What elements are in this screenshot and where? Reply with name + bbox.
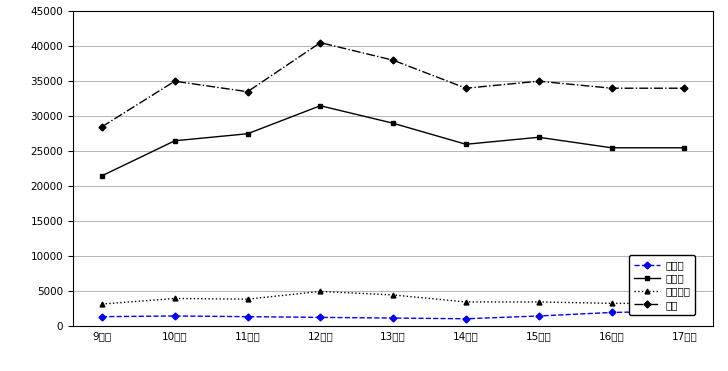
Line: 中学校: 中学校 [100,103,687,178]
高等学校 [534,300,543,304]
高等学校 [462,300,470,304]
小学校 [462,316,470,321]
合計 [462,86,470,91]
Line: 高等学校: 高等学校 [100,289,687,306]
小学校 [243,315,252,319]
小学校 [98,315,106,319]
合計 [170,79,179,83]
中学校 [534,135,543,139]
高等学校 [316,289,325,294]
小学校 [316,315,325,319]
小学校 [534,314,543,318]
中学校 [462,142,470,147]
合計 [680,86,689,91]
高等学校 [389,293,397,297]
小学校 [607,310,616,315]
Line: 合計: 合計 [100,40,687,129]
合計 [534,79,543,83]
小学校 [389,316,397,320]
高等学校 [243,297,252,301]
合計 [243,89,252,94]
合計 [98,125,106,129]
小学校 [680,309,689,313]
中学校 [98,174,106,178]
中学校 [243,132,252,136]
中学校 [170,138,179,143]
中学校 [680,145,689,150]
中学校 [389,121,397,125]
高等学校 [98,302,106,306]
合計 [607,86,616,91]
Legend: 小学校, 中学校, 高等学校, 合計: 小学校, 中学校, 高等学校, 合計 [629,255,695,315]
合計 [389,58,397,62]
高等学校 [607,301,616,306]
高等学校 [680,301,689,306]
中学校 [607,145,616,150]
中学校 [316,104,325,108]
Line: 小学校: 小学校 [100,309,687,321]
高等学校 [170,296,179,301]
合計 [316,40,325,45]
小学校 [170,314,179,318]
